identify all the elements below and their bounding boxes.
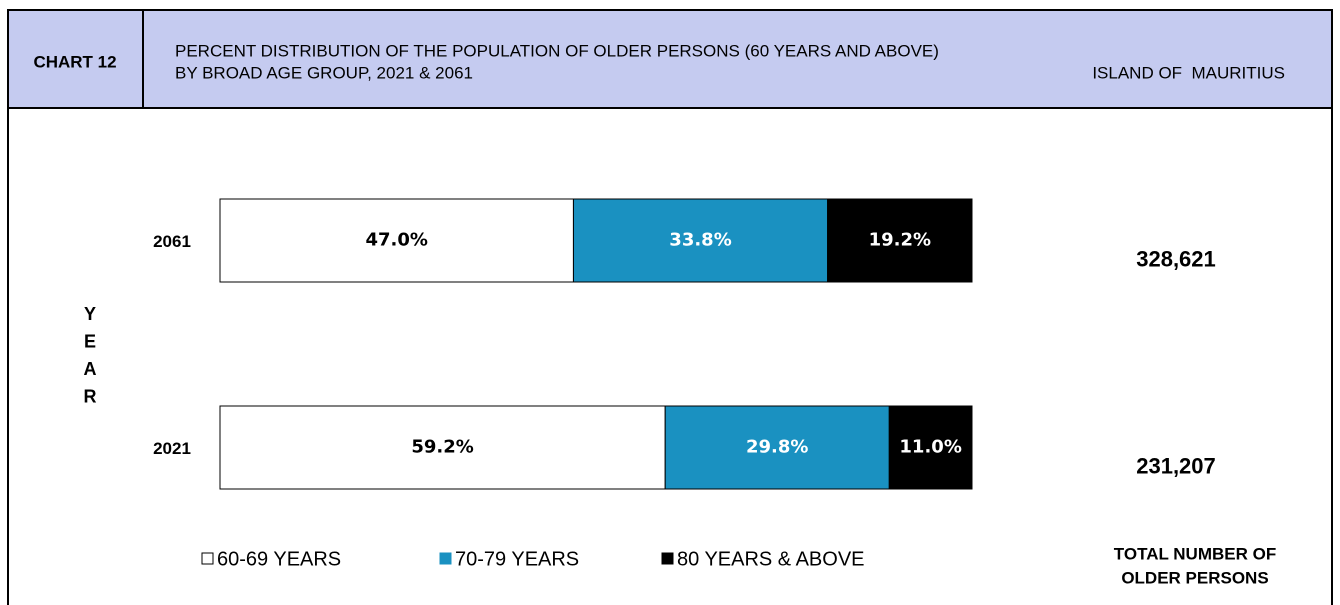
bar-segment — [219, 405, 666, 490]
region: ISLAND OF MAURITIUS — [1092, 63, 1285, 82]
chart-number: CHART 12 — [33, 52, 116, 71]
totals-label: TOTAL NUMBER OF — [1114, 544, 1276, 563]
bar-segment — [888, 405, 973, 490]
value-label: 59.2% — [411, 437, 473, 458]
header-band — [7, 9, 1333, 109]
value-label: 33.8% — [669, 230, 731, 251]
value-label: 11.0% — [899, 437, 961, 458]
totals-label: OLDER PERSONS — [1121, 568, 1268, 587]
total-value: 231,207 — [1136, 453, 1216, 478]
legend-label: 60-69 YEARS — [217, 548, 341, 570]
category-label: 2021 — [153, 439, 191, 458]
chart-subtitle: BY BROAD AGE GROUP, 2021 & 2061 — [175, 63, 473, 82]
value-label: 29.8% — [746, 437, 808, 458]
bar-segment — [827, 198, 973, 283]
chart-title: PERCENT DISTRIBUTION OF THE POPULATION O… — [175, 41, 939, 60]
total-value: 328,621 — [1136, 246, 1216, 271]
legend-swatch — [439, 552, 452, 565]
bar-segment — [219, 198, 574, 283]
legend-label: 80 YEARS & ABOVE — [677, 548, 865, 570]
legend-swatch — [201, 552, 214, 565]
category-label: 2061 — [153, 232, 191, 251]
bar-segment — [572, 198, 829, 283]
value-label: 19.2% — [869, 230, 931, 251]
legend-swatch — [661, 552, 674, 565]
value-label: 47.0% — [365, 230, 427, 251]
legend-label: 70-79 YEARS — [455, 548, 579, 570]
bar-segment — [664, 405, 890, 490]
